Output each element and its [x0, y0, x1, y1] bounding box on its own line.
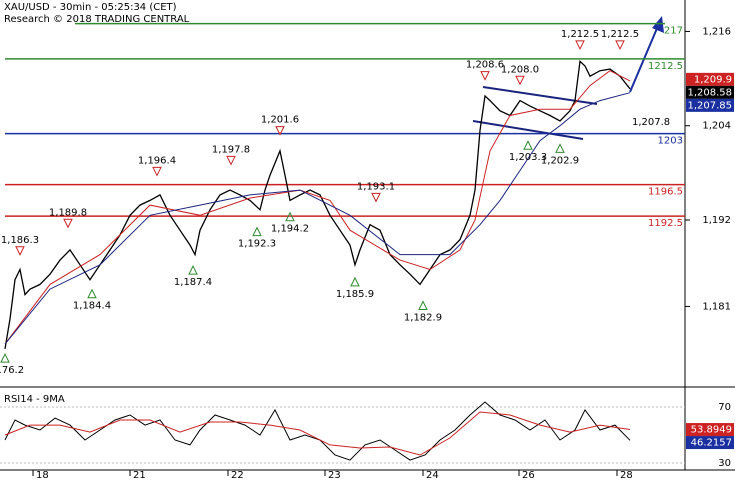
annotation-label: 1,208.6	[466, 60, 504, 71]
x-tick-label: 22	[231, 470, 244, 480]
annotation-label: 1,189.8	[49, 207, 87, 218]
value-tag	[686, 423, 734, 437]
low-marker	[350, 276, 360, 287]
value-tag	[686, 436, 734, 450]
x-tick-label: 21	[133, 470, 146, 480]
annotation-label: 1,186.3	[1, 235, 39, 246]
y-tick-label: 1,192	[702, 215, 731, 226]
low-marker	[555, 143, 565, 153]
high-marker	[152, 166, 162, 177]
annotation-label: 1,182.9	[404, 313, 442, 324]
low-marker	[188, 265, 198, 275]
value-tag-label: 53.8949	[691, 425, 732, 436]
high-marker	[575, 40, 585, 51]
high-marker	[480, 71, 490, 81]
high-marker	[226, 155, 236, 166]
value-tag	[686, 98, 734, 112]
channel	[472, 86, 598, 140]
annotation-label: 1,202.9	[541, 155, 579, 166]
y-tick-label: 1,181	[702, 301, 731, 312]
annotation-label: 1,196.4	[138, 155, 176, 166]
annotation-label: 1,207.8	[632, 117, 670, 128]
series-line	[4, 59, 631, 350]
x-tick-label: 24	[426, 470, 439, 480]
low-marker	[252, 226, 262, 237]
annotation-label: 1,187.4	[174, 277, 212, 288]
level-label: 1196.5	[648, 187, 683, 198]
value-tag-label: 46.2157	[691, 438, 732, 449]
y-tick-label: 1,216	[702, 26, 731, 37]
high-marker	[615, 40, 625, 51]
annotation-label: 1,208.0	[501, 64, 539, 75]
level-label: 1192.5	[648, 218, 683, 229]
annotation-label: 1,176.2	[0, 365, 24, 376]
series-line	[4, 92, 631, 345]
high-marker	[515, 75, 525, 86]
level-label: 217	[664, 26, 683, 37]
value-tag-label: 1,209.9	[694, 74, 732, 85]
x-tick-label: 23	[328, 470, 341, 480]
high-marker	[371, 192, 381, 203]
level-label: 1212.5	[648, 61, 683, 72]
low-marker	[87, 288, 97, 299]
chart-subtitle: Research © 2018 TRADING CENTRAL	[4, 14, 190, 25]
level-label: 1203	[658, 136, 683, 147]
y-tick-label: 1,204	[702, 121, 731, 132]
annotation-label: 1,203.3	[509, 152, 547, 163]
annotation-label: 1,184.4	[73, 301, 111, 312]
x-tick-label: 18	[36, 470, 49, 480]
rsi-line	[4, 401, 631, 461]
low-marker	[523, 140, 533, 150]
rsi-tick-label: 30	[718, 458, 731, 469]
chart-title: XAU/USD - 30min - 05:25:34 (CET)	[4, 2, 177, 13]
rsi-tick-label: 70	[718, 402, 731, 413]
value-tag	[686, 72, 734, 86]
value-tag-label: 1,208.58	[687, 87, 732, 98]
annotation-label: 1,212.5	[561, 29, 599, 40]
annotation-label: 1,185.9	[336, 289, 374, 300]
value-tag	[686, 85, 734, 99]
annotation-label: 1,193.1	[357, 181, 395, 192]
annotation-label: 1,212.5	[601, 29, 639, 40]
annotation-label: 1,197.8	[212, 144, 250, 155]
low-marker	[0, 353, 10, 363]
low-marker	[418, 300, 428, 310]
rsi-title: RSI14 - 9MA	[4, 394, 65, 405]
rsi-line	[4, 411, 631, 456]
annotation-label: 1,194.2	[271, 224, 309, 235]
high-marker	[275, 126, 285, 136]
annotation-label: 1,192.3	[238, 239, 276, 250]
x-tick-label: 26	[522, 470, 535, 480]
x-tick-label: 28	[620, 470, 633, 480]
series-line	[4, 70, 631, 345]
value-tag-label: 1,207.85	[687, 100, 732, 111]
annotation-label: 1,201.6	[261, 115, 299, 126]
low-marker	[285, 211, 295, 222]
high-marker	[15, 246, 25, 256]
high-marker	[63, 218, 73, 229]
